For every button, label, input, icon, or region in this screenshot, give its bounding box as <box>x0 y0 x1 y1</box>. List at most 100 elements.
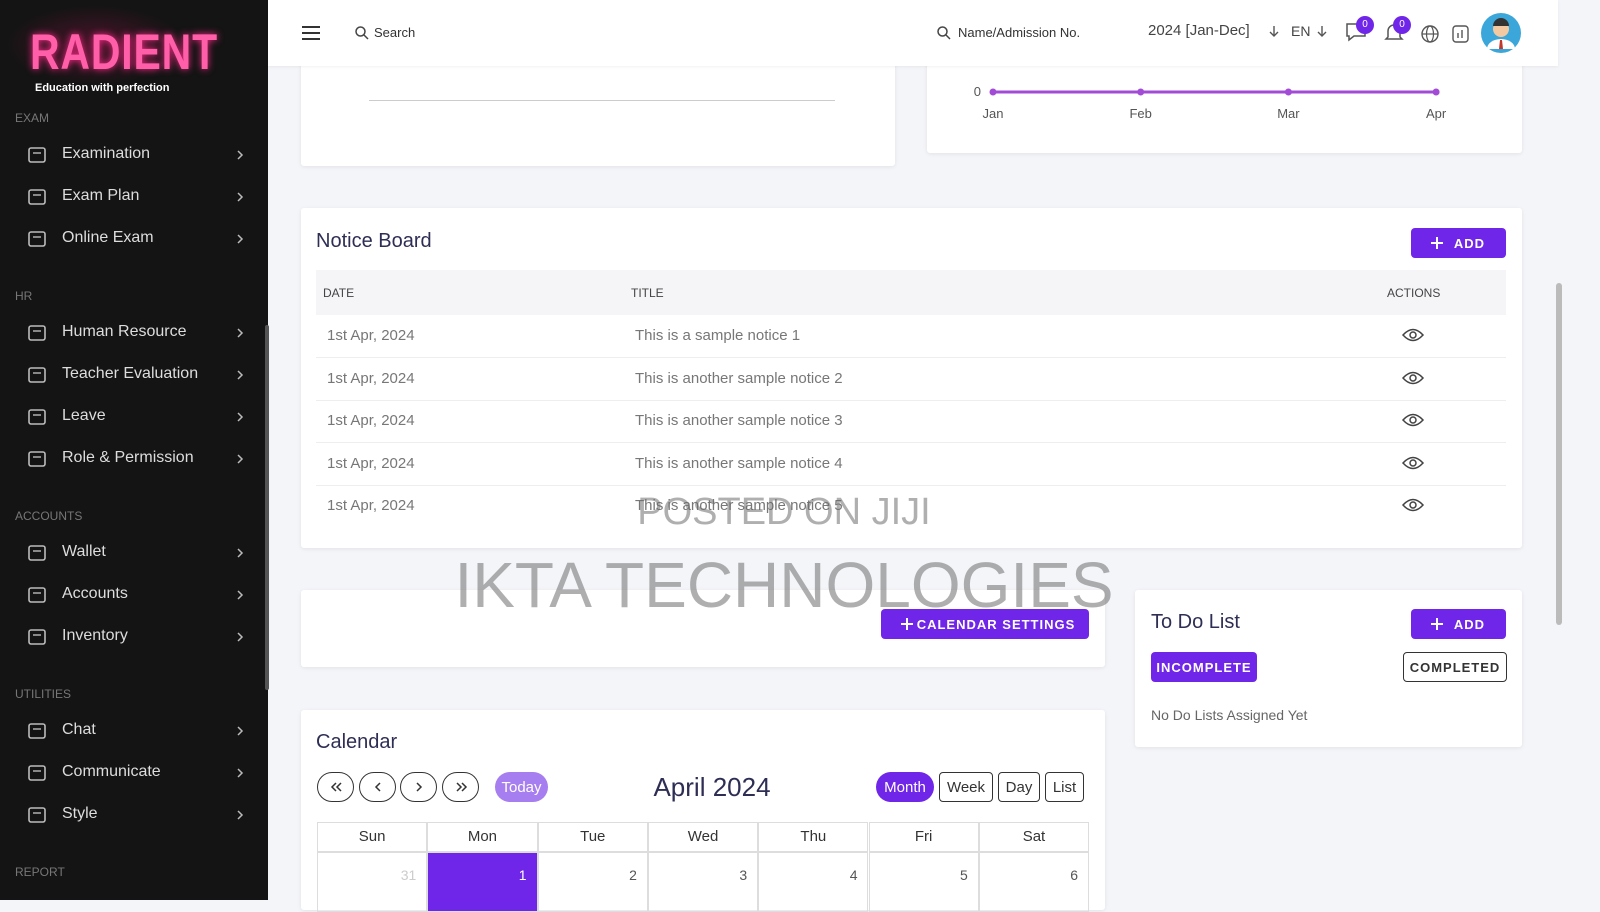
day-cell[interactable]: 3 <box>647 852 759 912</box>
logo-glow <box>5 5 185 85</box>
x-tick-label: Apr <box>1426 106 1447 121</box>
calendar-nav-button[interactable] <box>400 772 437 802</box>
month-label: April 2024 <box>653 772 771 802</box>
todo-tab[interactable]: COMPLETED <box>1403 652 1507 682</box>
nav-chevron <box>237 590 244 600</box>
x-tick-label: Mar <box>1277 106 1300 121</box>
user-avatar[interactable] <box>1481 13 1521 53</box>
point <box>1137 88 1145 96</box>
point <box>1284 88 1292 96</box>
view-button[interactable]: Day <box>998 772 1040 802</box>
add-button[interactable]: ADD <box>1411 228 1506 258</box>
student-search-input[interactable]: Name/Admission No. <box>958 25 1081 40</box>
nav-item[interactable]: Wallet <box>0 532 265 572</box>
notice-date: 1st Apr, 2024 <box>327 327 415 344</box>
add-label: ADD <box>1453 235 1486 251</box>
day-cell[interactable]: 2 <box>537 852 648 912</box>
notice-title-cell: This is another sample notice 5 <box>635 497 843 514</box>
nav-item[interactable]: Accounts <box>0 574 265 614</box>
nav-label: Exam Plan <box>62 187 140 204</box>
today-button[interactable]: Today <box>495 772 548 802</box>
nav-icon <box>28 325 46 341</box>
view-button[interactable]: Week <box>939 772 993 802</box>
table-header <box>316 270 1506 315</box>
nav-icon <box>28 587 46 603</box>
nav-item[interactable]: Role & Permission <box>0 438 265 478</box>
notice-date: 1st Apr, 2024 <box>327 454 415 472</box>
add-label: ADD <box>1453 616 1486 632</box>
menu-toggle[interactable] <box>302 26 320 40</box>
view-button[interactable]: List <box>1045 772 1084 802</box>
notice-title-cell: This is a sample notice 1 <box>635 327 801 344</box>
report-icon[interactable] <box>1452 25 1469 43</box>
search-input[interactable]: Search <box>374 25 416 40</box>
notice-board: Notice Board ADD DATE TITLE ACTIONS 1st Apr, … <box>301 208 1522 548</box>
todo-title: To Do List <box>1151 611 1240 633</box>
weekday-header: Fri <box>868 822 979 852</box>
calendar-settings-card: CALENDAR SETTINGS <box>301 590 1105 667</box>
column-header: DATE <box>323 286 355 300</box>
language-select[interactable]: EN <box>1291 23 1311 39</box>
nav-item[interactable]: Inventory <box>0 616 265 656</box>
nav-icon <box>28 451 46 467</box>
nav-item[interactable]: Human Resource <box>0 312 265 352</box>
calendar-settings-button[interactable]: CALENDAR SETTINGS <box>881 609 1089 639</box>
nav-icon <box>28 231 46 247</box>
day-cell[interactable]: 6 <box>978 852 1090 912</box>
weekday-header: Sat <box>978 822 1090 852</box>
weekday-header: Mon <box>427 822 538 852</box>
nav-item[interactable]: Exam Plan <box>0 176 265 216</box>
nav-item[interactable]: Online Exam <box>0 218 265 258</box>
day-cell[interactable]: 4 <box>758 852 869 912</box>
weekday-header: Tue <box>537 822 648 852</box>
nav-chevron <box>237 234 244 244</box>
todo-card: To Do List ADD INCOMPLETE COMPLETED No Do Li… <box>1135 590 1522 747</box>
session-arrow <box>1269 26 1279 37</box>
nav-icon <box>28 765 46 781</box>
nav-item[interactable]: Leave <box>0 396 265 436</box>
topbar: Search Name/Admission No. 2024 [Jan-Dec] EN… <box>268 0 1558 66</box>
globe-icon[interactable] <box>1421 25 1439 43</box>
section-title: ACCOUNTS <box>15 509 83 523</box>
column-header: ACTIONS <box>1387 286 1441 300</box>
session-select[interactable]: 2024 [Jan-Dec] <box>1148 22 1250 39</box>
view-button[interactable] <box>1401 456 1425 470</box>
day-cell[interactable]: 31 <box>317 852 428 912</box>
nav-item[interactable]: Examination <box>0 134 265 174</box>
calendar-nav-button[interactable] <box>442 772 479 802</box>
nav-chevron <box>237 768 244 778</box>
calendar-nav-button[interactable] <box>359 772 396 802</box>
view-button[interactable] <box>1401 498 1425 512</box>
calendar-nav-button[interactable] <box>317 772 354 802</box>
view-button[interactable] <box>1401 371 1425 385</box>
todo-tab[interactable]: INCOMPLETE <box>1151 652 1257 682</box>
view-button[interactable] <box>1401 328 1425 342</box>
notice-date: 1st Apr, 2024 <box>327 412 415 429</box>
nav-item[interactable]: Chat <box>0 710 265 750</box>
nav-label: Role & Permission <box>62 449 194 466</box>
day-cell[interactable]: 1 <box>427 852 538 912</box>
page-scrollbar <box>1556 283 1562 625</box>
nav-item[interactable]: Teacher Evaluation <box>0 354 265 394</box>
nav-label: Wallet <box>62 543 106 560</box>
nav-chevron <box>237 150 244 160</box>
point <box>989 88 997 96</box>
nav-icon <box>28 189 46 205</box>
view-button[interactable]: Month <box>876 772 934 802</box>
nav-chevron <box>237 726 244 736</box>
plus-icon <box>901 618 913 630</box>
view-button[interactable] <box>1401 413 1425 427</box>
nav-chevron <box>237 328 244 338</box>
logo-tagline: Education with perfection <box>35 82 170 94</box>
add-button[interactable]: ADD <box>1411 609 1506 639</box>
notice-date: 1st Apr, 2024 <box>327 497 415 514</box>
nav-arrow <box>416 782 423 792</box>
nav-chevron <box>237 412 244 422</box>
nav-item[interactable]: Style <box>0 794 265 834</box>
day-cell[interactable]: 5 <box>868 852 979 912</box>
nav-label: Leave <box>62 407 106 424</box>
notice-title-cell: This is another sample notice 3 <box>635 412 843 429</box>
notice-title-cell: This is another sample notice 4 <box>635 454 843 472</box>
nav-item[interactable]: Communicate <box>0 752 265 792</box>
